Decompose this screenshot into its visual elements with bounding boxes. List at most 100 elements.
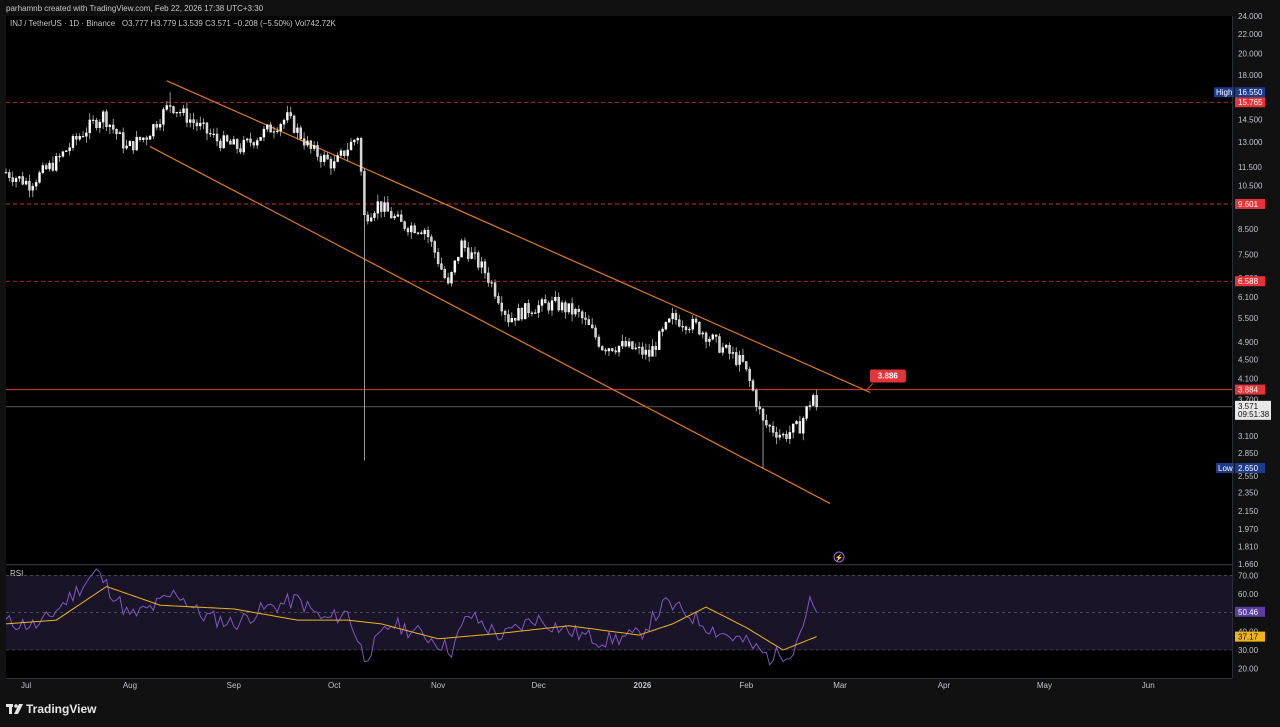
candle-body bbox=[279, 124, 282, 132]
candle-body bbox=[61, 151, 65, 157]
candle-body bbox=[316, 145, 319, 157]
candle-body bbox=[78, 136, 81, 140]
price-axis-tick: 3.700 bbox=[1238, 396, 1259, 405]
time-axis-tick: Jul bbox=[21, 681, 31, 690]
time-axis-tick: Apr bbox=[938, 681, 951, 690]
candle-body bbox=[791, 423, 795, 433]
candle-body bbox=[41, 165, 45, 173]
high-tag-bg bbox=[1214, 87, 1234, 98]
rsi-line bbox=[5, 568, 818, 666]
candle-body bbox=[731, 352, 735, 354]
candle-body bbox=[647, 349, 651, 357]
candle-body bbox=[557, 297, 560, 311]
candle-body bbox=[185, 108, 189, 123]
current-price-value: 3.571 bbox=[1238, 402, 1259, 411]
candle-body bbox=[256, 140, 259, 146]
candle-body bbox=[758, 406, 761, 410]
candle-body bbox=[661, 328, 664, 332]
rsi-axis-tick: 20.00 bbox=[1238, 665, 1259, 674]
candle-body bbox=[641, 346, 644, 355]
candle-body bbox=[584, 317, 587, 320]
price-label-bg bbox=[1235, 97, 1265, 108]
candle-body bbox=[111, 124, 115, 130]
candle-body bbox=[611, 348, 614, 352]
candle-body bbox=[245, 138, 249, 141]
candle-body bbox=[269, 124, 272, 133]
time-axis-tick: May bbox=[1037, 681, 1052, 690]
time-axis-tick: Nov bbox=[431, 681, 445, 690]
candle-body bbox=[199, 122, 202, 127]
candle-body bbox=[678, 319, 681, 327]
callout-pointer bbox=[866, 383, 874, 390]
candle-body bbox=[554, 297, 557, 301]
price-axis-label: 3.884 bbox=[1238, 386, 1259, 395]
price-axis-tick: 10.500 bbox=[1238, 182, 1263, 191]
candle-body bbox=[292, 115, 296, 133]
candle-body bbox=[229, 140, 232, 145]
candle-body bbox=[182, 108, 185, 113]
candle-body bbox=[594, 327, 597, 338]
candle-body bbox=[718, 336, 721, 353]
candle-body bbox=[708, 339, 711, 342]
candle-body bbox=[564, 302, 567, 313]
candle-body bbox=[232, 139, 235, 145]
candle-body bbox=[657, 331, 661, 350]
candle-body bbox=[637, 346, 641, 349]
time-axis-tick: 2026 bbox=[634, 681, 652, 690]
price-axis-tick: 8.500 bbox=[1238, 225, 1259, 234]
candle-body bbox=[457, 256, 460, 261]
candle-body bbox=[534, 312, 537, 314]
candle-body bbox=[48, 162, 51, 170]
candle-body bbox=[319, 156, 323, 162]
candle-body bbox=[477, 252, 480, 268]
candle-body bbox=[68, 147, 71, 151]
candle-body bbox=[493, 282, 497, 297]
candle-body bbox=[490, 282, 493, 284]
time-axis-tick: Oct bbox=[328, 681, 341, 690]
candle-body bbox=[396, 214, 400, 217]
candle-body bbox=[306, 140, 309, 146]
current-price-box bbox=[1235, 400, 1271, 420]
candle-body bbox=[373, 213, 376, 218]
candle-body bbox=[383, 202, 386, 212]
candle-body bbox=[212, 133, 215, 135]
candle-body bbox=[235, 139, 239, 149]
price-pane bbox=[6, 16, 1232, 564]
candle-body bbox=[219, 140, 222, 149]
event-marker-icon bbox=[833, 551, 845, 563]
price-axis-tick: 4.500 bbox=[1238, 355, 1259, 364]
candle-body bbox=[349, 141, 353, 151]
price-axis-tick: 5.500 bbox=[1238, 314, 1259, 323]
candle-body bbox=[621, 341, 624, 347]
price-label-bg bbox=[1235, 384, 1265, 395]
candle-body bbox=[463, 240, 467, 248]
price-axis-tick: 11.500 bbox=[1238, 163, 1262, 172]
low-tag-bg bbox=[1216, 463, 1234, 474]
candle-body bbox=[125, 145, 128, 149]
candle-body bbox=[158, 124, 162, 128]
candle-body bbox=[31, 186, 35, 191]
candle-body bbox=[135, 136, 138, 151]
candle-body bbox=[88, 119, 91, 134]
candle-body bbox=[353, 139, 356, 143]
candle-body bbox=[28, 180, 31, 191]
candle-body bbox=[262, 128, 266, 138]
candle-body bbox=[745, 361, 748, 370]
symbol-name: INJ / TetherUS · 1D · Binance bbox=[10, 19, 116, 28]
candle-body bbox=[329, 158, 333, 169]
candle-body bbox=[761, 408, 765, 421]
candle-body bbox=[741, 355, 745, 362]
candle-body bbox=[38, 172, 41, 183]
candle-body bbox=[152, 124, 155, 137]
candle-body bbox=[81, 136, 85, 138]
low-value-bg bbox=[1235, 463, 1265, 474]
candle-body bbox=[473, 252, 477, 254]
candle-body bbox=[711, 334, 714, 340]
candle-body bbox=[132, 141, 135, 151]
candle-body bbox=[654, 346, 658, 350]
candle-body bbox=[282, 119, 286, 125]
candle-body bbox=[376, 201, 380, 214]
candle-body bbox=[795, 421, 798, 425]
candle-body bbox=[470, 252, 473, 259]
